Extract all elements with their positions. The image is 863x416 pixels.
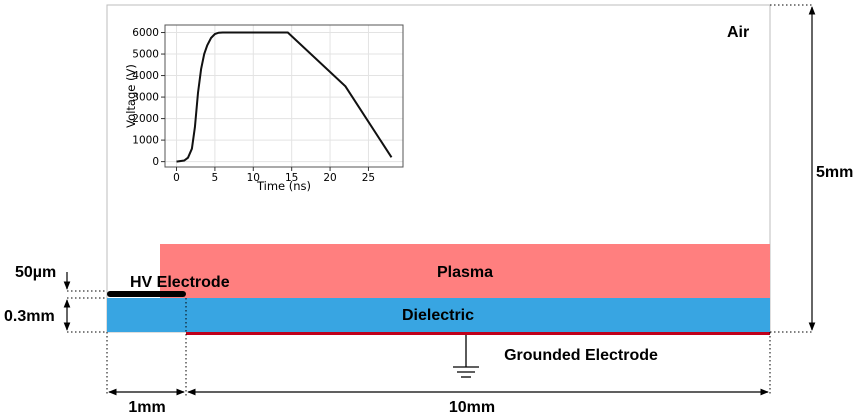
y-tick-label: 1000: [132, 135, 159, 147]
inset-ticks: 0 5 10 15 20 25 0 1000 2000 3000 4000 5000 6000: [132, 27, 375, 184]
x-axis-label: Time (ns): [256, 179, 311, 193]
dielectric-layer: [107, 298, 770, 332]
y-tick-label: 4000: [132, 70, 159, 82]
x-tick-label: 10: [247, 172, 260, 184]
y-tick-label: 3000: [132, 92, 159, 104]
y-tick-label: 2000: [132, 113, 159, 125]
voltage-inset-chart: 0 5 10 15 20 25 0 1000 2000 3000 4000 5000 6000 Time…: [124, 24, 404, 193]
air-label: Air: [727, 24, 749, 41]
x-tick-label: 25: [362, 172, 375, 184]
hv-electrode: [107, 291, 186, 297]
y-axis-label: Voltage (V): [124, 64, 138, 128]
grounded-electrode-label: Grounded Electrode: [504, 347, 658, 364]
plasma-length-label: 10mm: [449, 399, 495, 416]
hv-electrode-label: HV Electrode: [130, 274, 230, 291]
y-tick-label: 0: [152, 156, 159, 168]
ground-icon: [453, 335, 479, 378]
x-tick-label: 20: [323, 172, 336, 184]
height-label: 5mm: [816, 164, 853, 181]
x-tick-label: 5: [212, 172, 219, 184]
y-tick-label: 5000: [132, 49, 159, 61]
electrode-width-label: 1mm: [128, 399, 165, 416]
dielectric-label: Dielectric: [402, 307, 474, 324]
inset-grid: [165, 25, 403, 167]
inset-plot-frame: [164, 24, 404, 168]
dimension-guides: [67, 4, 812, 396]
y-tick-label: 6000: [132, 27, 159, 39]
plasma-region: [160, 244, 770, 298]
x-tick-label: 0: [173, 172, 180, 184]
voltage-series-line: [176, 31, 393, 163]
plasma-label: Plasma: [437, 264, 493, 281]
grounded-electrode: [186, 332, 770, 335]
x-tick-label: 15: [285, 172, 298, 184]
electrode-thickness-label: 50µm: [15, 264, 56, 281]
dielectric-thickness-label: 0.3mm: [4, 308, 55, 325]
